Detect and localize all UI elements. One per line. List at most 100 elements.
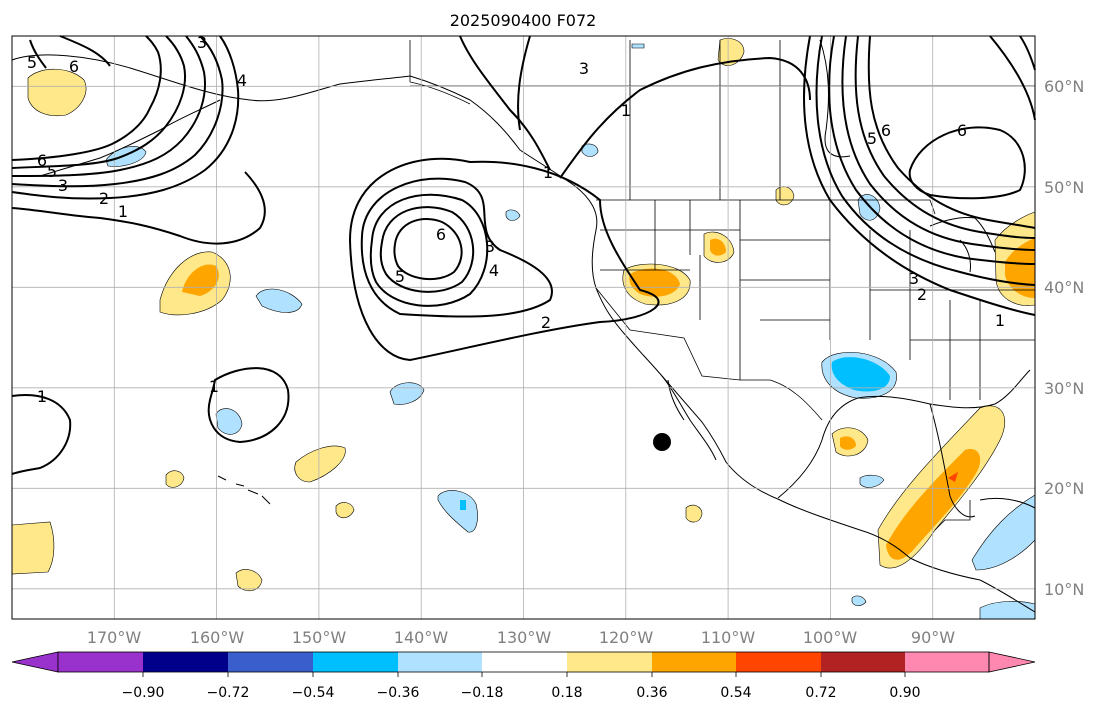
colorbar-extend-low <box>11 651 59 673</box>
colorbar-label-m018: −0.18 <box>461 685 504 701</box>
contour-low-ring-2 <box>348 157 660 362</box>
contour-1-west <box>11 171 266 245</box>
colorbar-bin-6 <box>482 652 567 672</box>
lat-label-10n: 10°N <box>1044 580 1084 599</box>
coastline-aleutians <box>39 99 221 177</box>
colorbar-label-m072: −0.72 <box>207 685 250 701</box>
longitude-labels: 170°W 160°W 150°W 140°W 130°W 120°W 110°… <box>87 628 955 647</box>
negative-anomaly-4 <box>215 408 243 435</box>
lon-label-150w: 150°W <box>292 628 347 647</box>
colorbar-label-m054: −0.54 <box>292 685 335 701</box>
positive-anomaly-central-pacific-core <box>182 264 219 296</box>
positive-anomaly-small-1 <box>165 470 185 488</box>
colorbar-bin-11 <box>905 652 989 672</box>
contour-label-west-5: 5 <box>47 162 57 181</box>
contour-east-6-loop <box>908 126 1026 200</box>
colorbar-bin-1 <box>58 652 143 672</box>
contour-1-east <box>559 56 811 179</box>
colorbar-label-p072: 0.72 <box>805 685 836 701</box>
colorbar-bin-5 <box>398 652 482 672</box>
contour-alaska-6 <box>11 35 162 161</box>
lon-label-140w: 140°W <box>394 628 449 647</box>
contour-label-alaska-5: 5 <box>27 53 37 72</box>
shaded-anomalies <box>11 38 1036 620</box>
border-us-mexico <box>595 287 823 421</box>
positive-anomaly-mexico-peak <box>948 472 958 482</box>
contour-low-ring-4 <box>369 193 489 307</box>
negative-anomaly-texas-core <box>831 357 890 392</box>
colorbar-label-m090: −0.90 <box>122 685 165 701</box>
positive-anomaly-small-3 <box>235 569 263 592</box>
contour-label-west-2: 2 <box>99 189 109 208</box>
positive-anomaly-gulf-core <box>840 436 856 450</box>
border-us-canada <box>596 199 936 215</box>
negative-anomaly-10 <box>505 209 521 221</box>
lat-label-50n: 50°N <box>1044 178 1084 197</box>
colorbar-label-p090: 0.90 <box>889 685 920 701</box>
contour-label-left-1: 1 <box>37 387 47 406</box>
colorbar-bin-2 <box>143 652 228 672</box>
colorbar-label-m036: −0.36 <box>377 685 420 701</box>
contour-label-west-3: 3 <box>58 176 68 195</box>
lon-label-130w: 130°W <box>497 628 552 647</box>
coastlines <box>11 39 1036 613</box>
contour-east-4 <box>841 35 1036 251</box>
contour-low-ring-5 <box>379 206 475 293</box>
contour-label-low-5: 5 <box>395 267 405 286</box>
coastline-hawaii <box>217 475 271 505</box>
lon-label-170w: 170°W <box>87 628 142 647</box>
lat-label-60n: 60°N <box>1044 77 1084 96</box>
contour-label-canada-3: 3 <box>579 59 589 78</box>
lon-label-120w: 120°W <box>599 628 654 647</box>
contour-alaska-3 <box>11 35 224 188</box>
colorbar-bin-10 <box>821 652 905 672</box>
contour-label-bc-1: 1 <box>543 163 553 182</box>
contour-label-low-2: 2 <box>541 313 551 332</box>
coastline-alaska <box>11 54 411 102</box>
colorbar-bin-3 <box>228 652 313 672</box>
colorbar-frame <box>57 651 990 673</box>
contour-label-low-6: 6 <box>436 225 446 244</box>
contour-label-alaska-4: 4 <box>237 71 247 90</box>
contour-1-left <box>11 394 72 475</box>
lat-label-20n: 20°N <box>1044 479 1084 498</box>
contour-label-west-1: 1 <box>118 202 128 221</box>
contour-label-canada-1: 1 <box>621 101 631 120</box>
contour-east-ne <box>989 35 1036 121</box>
colorbar-extend-high <box>988 651 1036 673</box>
contour-east-2 <box>815 35 1036 286</box>
positive-anomaly-hawaii-east <box>294 445 346 483</box>
contour-label-alaska-6: 6 <box>69 57 79 76</box>
contour-label-loop-1: 1 <box>209 377 219 396</box>
contour-label-alaska-3: 3 <box>197 33 207 52</box>
border-mexico-guatemala <box>934 500 971 531</box>
contour-label-low-3: 3 <box>485 237 495 256</box>
coastline-north-america-west <box>409 75 981 581</box>
contour-label-east-3: 3 <box>909 269 919 288</box>
contour-alaska-inner <box>29 35 111 69</box>
map-frame <box>11 35 1036 620</box>
lat-label-30n: 30°N <box>1044 379 1084 398</box>
negative-anomaly-2 <box>255 288 303 313</box>
lon-label-100w: 100°W <box>803 628 858 647</box>
negative-anomaly-11 <box>859 474 885 488</box>
negative-anomaly-12 <box>851 595 867 607</box>
negative-anomaly-5-core <box>460 500 466 510</box>
contour-label-east-2: 2 <box>917 285 927 304</box>
lat-label-40n: 40°N <box>1044 278 1084 297</box>
contour-label-east-1: 1 <box>995 311 1005 330</box>
colorbar-bin-9 <box>736 652 821 672</box>
positive-anomaly-alaska <box>27 68 87 117</box>
contour-label-west-6: 6 <box>37 151 47 170</box>
negative-anomaly-5 <box>437 490 478 533</box>
lon-label-160w: 160°W <box>190 628 245 647</box>
positive-anomaly-mexico-core <box>886 449 981 560</box>
contour-lines <box>11 35 1036 475</box>
contour-labels: 6 5 4 3 2 1 2 3 5 6 5 6 4 3 1 1 1 3 1 5 … <box>27 33 1005 406</box>
contour-east-3 <box>828 35 1036 265</box>
positive-anomaly-small-2 <box>335 502 355 519</box>
colorbar-tick-labels: −0.90 −0.72 −0.54 −0.36 −0.18 0.18 0.36 … <box>122 685 921 701</box>
location-marker <box>653 433 671 451</box>
contour-alaska-5 <box>11 35 186 169</box>
map-panel: 6 5 4 3 2 1 2 3 5 6 5 6 4 3 1 1 1 3 1 5 … <box>11 33 1036 620</box>
